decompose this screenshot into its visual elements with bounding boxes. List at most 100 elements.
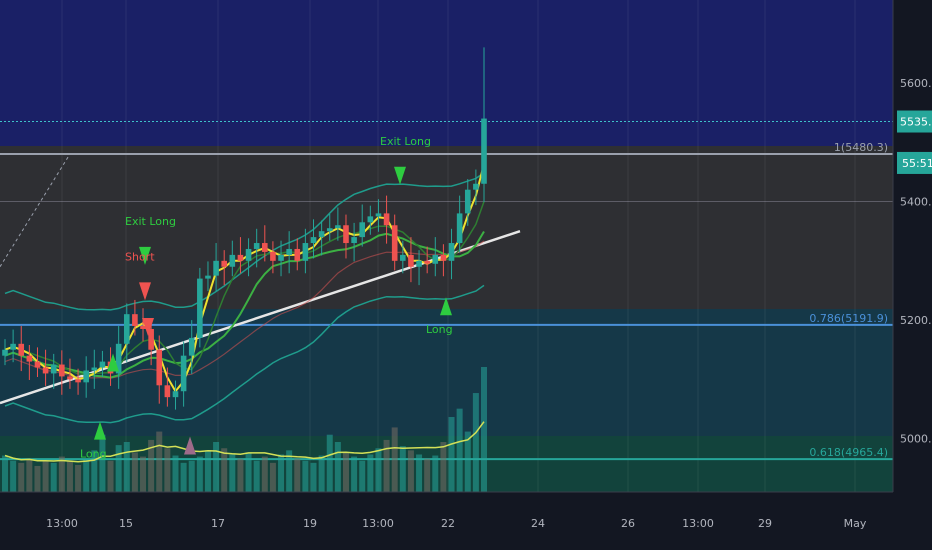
candle-body	[132, 314, 138, 327]
fib-level-labels: 1(5480.3) 0.786(5191.9) 0.618(4965.4)	[809, 141, 888, 459]
candle-body	[424, 260, 430, 264]
volume-bar	[156, 431, 163, 492]
volume-bar	[310, 462, 317, 492]
buy-signal-arrow	[94, 421, 106, 440]
volume-bar	[196, 456, 203, 492]
candle-body	[99, 361, 106, 368]
sell-signal-arrow	[394, 166, 406, 185]
candle-body	[34, 361, 41, 368]
candle-body	[18, 343, 25, 356]
candle-body	[91, 367, 98, 371]
volume-bar	[481, 367, 487, 492]
volume-bar	[416, 454, 423, 492]
countdown-label: 55:51	[902, 157, 932, 170]
volume-bar	[50, 462, 57, 492]
time-tick-label: 13:00	[46, 517, 78, 530]
time-tick-label: 22	[441, 517, 455, 530]
volume-bar	[464, 431, 471, 492]
volume-bar	[75, 464, 82, 492]
candle-body	[391, 225, 398, 261]
fib-level-label: 0.786(5191.9)	[809, 312, 888, 325]
candle-body	[237, 254, 244, 261]
time-tick-label: 24	[531, 517, 545, 530]
current-price-badge	[897, 110, 932, 133]
volume-bar	[66, 460, 73, 492]
volume-bar	[253, 460, 260, 492]
volume-bars	[2, 367, 487, 492]
volume-bar	[204, 450, 211, 492]
countdown-badge	[897, 151, 932, 174]
volume-bar	[237, 458, 244, 492]
candle-body	[148, 328, 154, 350]
price-tick-label: 5200.0	[900, 314, 932, 327]
candle-body	[326, 228, 333, 232]
candle-body	[294, 248, 301, 261]
fib-level-label: 0.618(4965.4)	[809, 446, 888, 459]
volume-bar	[334, 442, 341, 492]
candle-body	[481, 118, 487, 184]
time-tick-label: 26	[621, 517, 635, 530]
volume-bar	[140, 456, 147, 492]
candle-body	[229, 254, 236, 267]
volume-bar	[391, 427, 398, 492]
volume-ma-line	[4, 421, 485, 463]
candle-body	[205, 275, 211, 279]
candle-body	[83, 370, 89, 383]
candle-body	[286, 248, 292, 255]
volume-bar	[91, 450, 98, 492]
volume-bar	[472, 393, 479, 492]
signal-label: Long	[426, 323, 453, 336]
time-tick-label: 19	[303, 517, 317, 530]
volume-bar	[294, 458, 301, 492]
candle-body	[42, 367, 49, 374]
candle-body	[221, 260, 228, 267]
volume-bar	[351, 456, 358, 492]
candle-body	[164, 385, 171, 398]
volume-bar	[326, 434, 333, 492]
volume-bar	[367, 454, 374, 492]
candle-body	[213, 260, 219, 276]
candle-body	[261, 243, 268, 252]
volume-bar	[34, 465, 41, 492]
candle-body	[375, 213, 382, 217]
volume-bar	[440, 442, 447, 492]
price-axis[interactable]	[893, 0, 932, 550]
volume-bar	[221, 448, 228, 492]
candle-body	[245, 248, 252, 261]
volume-bar	[375, 448, 382, 492]
volume-bar	[286, 450, 293, 492]
candles	[2, 47, 487, 410]
candle-body	[115, 343, 122, 374]
volume-bar	[359, 460, 366, 492]
signal-label: Short	[125, 250, 155, 263]
time-tick-label: 17	[211, 517, 225, 530]
candle-body	[253, 243, 260, 249]
candle-body	[440, 254, 447, 261]
sell-signal-arrow	[142, 317, 154, 336]
candle-body	[172, 391, 179, 398]
candle-body	[197, 278, 203, 338]
volume-bar	[58, 456, 65, 492]
candle-body	[464, 189, 471, 214]
time-axis[interactable]	[0, 492, 932, 550]
candle-body	[140, 326, 146, 329]
candle-body	[351, 237, 357, 244]
signal-label: Long	[80, 448, 107, 461]
candle-body	[50, 364, 57, 374]
candle-body	[335, 225, 341, 229]
volume-bar	[99, 434, 106, 492]
volume-bar	[424, 458, 431, 492]
candle-body	[456, 213, 463, 244]
volume-bar	[148, 439, 155, 492]
candle-body	[310, 237, 317, 244]
volume-bar	[432, 455, 439, 492]
volume-bar	[269, 462, 276, 492]
volume-bar	[42, 460, 49, 492]
volume-bar	[188, 460, 195, 492]
current-price-label: 5535.0	[900, 116, 932, 129]
grid-lines	[61, 0, 856, 492]
volume-bar	[107, 460, 114, 492]
volume-bar	[2, 455, 8, 492]
